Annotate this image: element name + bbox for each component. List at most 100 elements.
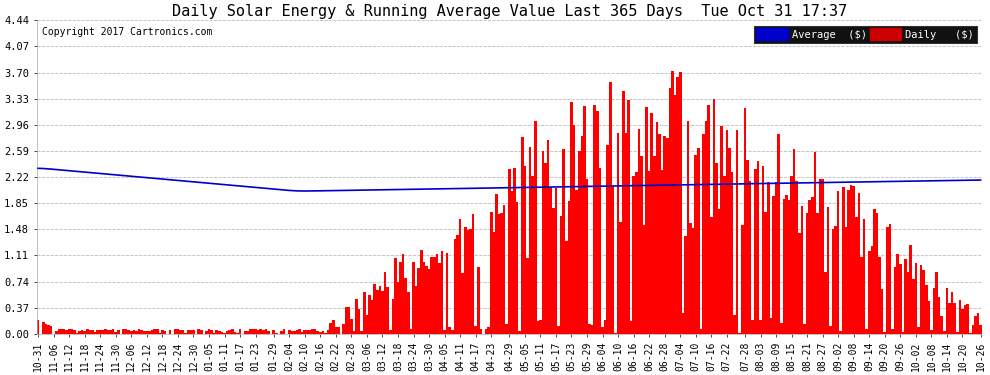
- Bar: [562, 149, 565, 334]
- Bar: [575, 190, 578, 334]
- Bar: [668, 88, 671, 334]
- Bar: [474, 326, 477, 334]
- Bar: [360, 332, 363, 334]
- Bar: [99, 330, 102, 334]
- Bar: [384, 273, 386, 334]
- Bar: [112, 329, 115, 334]
- Bar: [433, 257, 436, 334]
- Bar: [197, 328, 200, 334]
- Bar: [573, 124, 575, 334]
- Bar: [472, 214, 474, 334]
- Bar: [759, 320, 761, 334]
- Bar: [694, 155, 697, 334]
- Bar: [832, 228, 835, 334]
- Bar: [601, 327, 604, 334]
- Bar: [958, 300, 961, 334]
- Bar: [687, 121, 689, 334]
- Bar: [630, 321, 633, 334]
- Bar: [423, 262, 425, 334]
- Bar: [933, 288, 936, 334]
- Bar: [940, 316, 943, 334]
- Bar: [889, 224, 891, 334]
- Bar: [343, 324, 345, 334]
- Bar: [122, 329, 125, 334]
- Bar: [226, 331, 229, 334]
- Bar: [293, 331, 296, 334]
- Bar: [431, 258, 433, 334]
- Bar: [731, 172, 734, 334]
- Bar: [844, 227, 847, 334]
- Bar: [368, 295, 371, 334]
- Bar: [378, 286, 381, 334]
- Bar: [205, 331, 208, 334]
- Bar: [739, 333, 742, 334]
- Bar: [769, 318, 772, 334]
- Bar: [790, 176, 793, 334]
- Bar: [158, 333, 161, 334]
- Bar: [86, 329, 88, 334]
- Bar: [213, 333, 216, 334]
- Bar: [412, 262, 415, 334]
- Bar: [641, 156, 643, 334]
- Bar: [70, 329, 73, 334]
- Bar: [244, 331, 247, 334]
- Bar: [146, 331, 148, 334]
- Bar: [674, 95, 676, 334]
- Bar: [521, 136, 524, 334]
- Bar: [847, 190, 849, 334]
- Bar: [822, 179, 824, 334]
- Bar: [702, 134, 705, 334]
- Bar: [742, 225, 743, 334]
- Bar: [658, 134, 660, 334]
- Bar: [966, 304, 969, 334]
- Bar: [508, 170, 511, 334]
- Bar: [840, 331, 842, 334]
- Bar: [666, 138, 668, 334]
- Bar: [264, 329, 267, 334]
- Bar: [710, 217, 713, 334]
- Bar: [546, 140, 549, 334]
- Bar: [50, 326, 52, 334]
- Bar: [814, 152, 816, 334]
- Bar: [544, 162, 546, 334]
- Bar: [801, 206, 803, 334]
- Bar: [519, 332, 521, 334]
- Bar: [578, 151, 580, 334]
- Bar: [811, 197, 814, 334]
- Bar: [357, 309, 360, 334]
- Bar: [37, 320, 40, 334]
- Bar: [78, 331, 81, 334]
- Bar: [876, 213, 878, 334]
- Bar: [516, 202, 519, 334]
- Bar: [948, 303, 950, 334]
- Bar: [910, 245, 912, 334]
- Bar: [663, 136, 666, 334]
- Bar: [650, 113, 653, 334]
- Bar: [350, 319, 352, 334]
- Bar: [697, 148, 700, 334]
- Bar: [950, 292, 953, 334]
- Bar: [487, 327, 490, 334]
- Bar: [655, 122, 658, 334]
- Bar: [977, 313, 979, 334]
- Bar: [247, 332, 249, 334]
- Bar: [835, 226, 837, 334]
- Bar: [187, 330, 189, 334]
- Bar: [969, 333, 971, 334]
- Bar: [617, 134, 620, 334]
- Bar: [441, 251, 444, 334]
- Bar: [355, 299, 357, 334]
- Bar: [726, 130, 728, 334]
- Bar: [208, 329, 210, 334]
- Bar: [870, 246, 873, 334]
- Bar: [407, 292, 410, 334]
- Bar: [397, 282, 399, 334]
- Bar: [495, 194, 498, 334]
- Bar: [852, 186, 855, 334]
- Bar: [272, 330, 275, 334]
- Bar: [920, 265, 923, 334]
- Title: Daily Solar Energy & Running Average Value Last 365 Days  Tue Oct 31 17:37: Daily Solar Energy & Running Average Val…: [171, 4, 847, 19]
- Bar: [451, 330, 453, 334]
- Bar: [317, 331, 319, 334]
- Bar: [65, 330, 68, 334]
